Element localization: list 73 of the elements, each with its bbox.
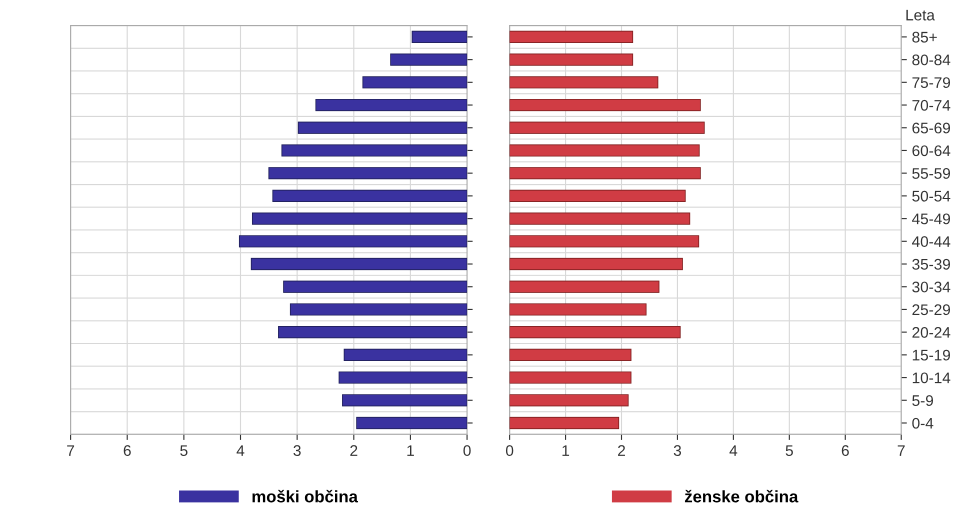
bar <box>338 371 468 384</box>
bar <box>510 212 690 225</box>
bar <box>510 235 700 248</box>
y-tick-label: 80-84 <box>912 54 950 66</box>
legend-label: moški občina <box>252 490 358 502</box>
bar <box>238 235 468 248</box>
y-tick-label: 65-69 <box>912 122 950 134</box>
bar <box>510 98 701 112</box>
x-tick-label: 1 <box>407 445 414 456</box>
bar <box>342 394 468 406</box>
x-tick-label: 4 <box>730 445 738 456</box>
bar <box>252 212 468 225</box>
bar <box>315 98 468 112</box>
x-tick-label: 6 <box>124 445 131 456</box>
y-tick-label: 70-74 <box>912 100 950 111</box>
y-tick-label: 5-9 <box>912 395 934 406</box>
y-tick-label: 55-59 <box>912 168 950 179</box>
y-tick-label: 40-44 <box>912 236 950 247</box>
y-tick-label: 20-24 <box>912 327 950 338</box>
x-tick-label: 6 <box>842 445 849 456</box>
y-tick-label: 85+ <box>912 32 937 43</box>
bar <box>510 167 701 180</box>
bar <box>290 303 468 316</box>
x-tick-label: 5 <box>180 445 188 456</box>
x-tick-label: 7 <box>898 445 905 456</box>
bar <box>510 280 660 293</box>
bar <box>281 144 468 157</box>
bar <box>510 76 658 88</box>
x-tick-label: 0 <box>463 445 471 456</box>
bar <box>510 326 681 338</box>
bar <box>510 144 700 157</box>
x-tick-label: 2 <box>350 445 358 456</box>
y-tick-label: 30-34 <box>912 282 950 292</box>
x-tick-label: 2 <box>618 445 625 456</box>
bar <box>268 167 468 180</box>
bar <box>510 258 683 270</box>
bar <box>278 326 468 338</box>
bar <box>510 371 632 384</box>
legend-label: ženske občina <box>684 490 798 502</box>
y-tick-label: 15-19 <box>912 350 950 361</box>
bar <box>510 394 629 406</box>
bar <box>298 122 468 134</box>
bar <box>510 303 647 316</box>
bar <box>412 30 468 44</box>
y-tick-label: 10-14 <box>912 372 950 384</box>
bar <box>362 76 468 88</box>
x-tick-label: 3 <box>674 445 682 456</box>
x-tick-label: 5 <box>786 445 793 456</box>
bar <box>510 348 632 361</box>
x-tick-label: 4 <box>236 445 244 456</box>
bar <box>390 54 468 66</box>
x-tick-label: 3 <box>293 445 301 456</box>
y-tick-label: 50-54 <box>912 190 950 202</box>
x-tick-label: 0 <box>506 445 514 456</box>
x-tick-label: 1 <box>562 445 570 456</box>
y-tick-label: 0-4 <box>912 418 934 429</box>
bar <box>510 54 634 66</box>
bar <box>356 416 468 430</box>
bar <box>510 30 634 44</box>
bar <box>510 122 705 134</box>
bar <box>510 190 686 202</box>
y-tick-label: 45-49 <box>912 213 950 224</box>
bar <box>510 416 620 430</box>
y-tick-label: 35-39 <box>912 258 950 270</box>
bar <box>283 280 468 293</box>
y-tick-label: 75-79 <box>912 77 950 88</box>
bar <box>344 348 468 361</box>
x-tick-label: 7 <box>67 445 74 456</box>
bar <box>272 190 468 202</box>
y-axis-title: Leta <box>906 10 935 20</box>
bar <box>250 258 468 270</box>
y-tick-label: 25-29 <box>912 304 950 316</box>
y-tick-label: 60-64 <box>912 145 950 156</box>
